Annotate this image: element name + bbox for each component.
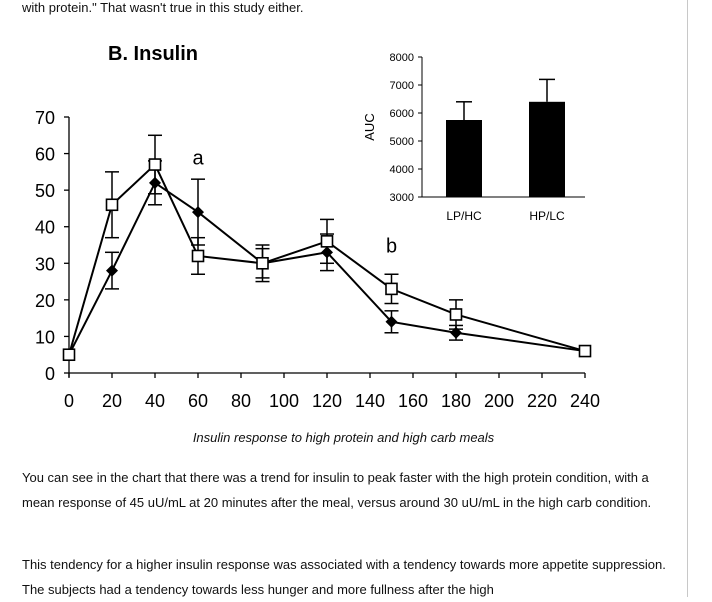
bar-lp-hc <box>446 120 482 197</box>
data-point-diamond <box>149 176 161 189</box>
x-tick-label: 240 <box>570 391 600 411</box>
data-point-diamond <box>106 264 118 277</box>
x-tick-label: 160 <box>398 391 428 411</box>
data-point-square <box>449 308 463 321</box>
y-tick-label: 50 <box>35 181 55 201</box>
y-tick-label: 70 <box>35 108 55 128</box>
data-point-diamond <box>321 246 333 259</box>
y-tick-label: 10 <box>35 327 55 347</box>
inset-category-label: HP/LC <box>529 209 565 223</box>
article-column: with protein." That wasn't true in this … <box>22 0 688 597</box>
annotation-a: a <box>192 148 204 170</box>
chart-title: B. Insulin <box>108 43 198 65</box>
annotation-b: b <box>386 235 397 257</box>
x-tick-label: 60 <box>188 391 208 411</box>
x-tick-label: 80 <box>231 391 251 411</box>
figure-caption: Insulin response to high protein and hig… <box>192 430 495 445</box>
inset-y-tick-label: 6000 <box>390 108 414 120</box>
y-tick-label: 40 <box>35 218 55 238</box>
intro-text: with protein." That wasn't true in this … <box>22 0 304 15</box>
data-point-square <box>191 249 205 263</box>
data-point-square <box>256 256 269 270</box>
data-point-diamond <box>192 206 204 219</box>
x-tick-label: 120 <box>312 391 342 411</box>
insulin-line-chart: B. Insulin 0 10 20 30 40 50 60 70 0 20 40 60 80 100 120… <box>35 43 600 411</box>
data-point-diamond <box>450 326 462 339</box>
y-tick-label: 20 <box>35 291 55 311</box>
data-point-square <box>320 235 334 248</box>
paragraph-appetite: This tendency for a higher insulin respo… <box>22 557 666 597</box>
inset-category-label: LP/HC <box>446 209 482 223</box>
auc-bar-chart: 3000 4000 5000 6000 7000 8000 AUC LP/HC HP/LC <box>362 52 585 223</box>
y-tick-label: 30 <box>35 254 55 274</box>
y-tick-label: 60 <box>35 145 55 165</box>
x-tick-label: 20 <box>102 391 122 411</box>
inset-y-tick-label: 5000 <box>390 136 414 148</box>
x-tick-label: 140 <box>355 391 385 411</box>
x-tick-label: 180 <box>441 391 471 411</box>
inset-y-tick-label: 3000 <box>390 192 414 204</box>
x-tick-label: 200 <box>484 391 514 411</box>
x-tick-label: 100 <box>269 391 299 411</box>
data-point-square <box>385 282 398 296</box>
data-point-square <box>105 198 119 212</box>
inset-y-tick-label: 8000 <box>390 52 414 64</box>
data-point-square <box>578 344 592 358</box>
data-point-square <box>148 158 162 171</box>
bar-hp-lc <box>529 101 565 197</box>
x-tick-label: 40 <box>145 391 165 411</box>
insulin-figure: B. Insulin 0 10 20 30 40 50 60 70 0 20 40 60 80 100 120… <box>35 43 600 411</box>
inset-y-tick-label: 7000 <box>390 80 414 92</box>
y-tick-label: 0 <box>45 364 55 384</box>
inset-y-axis-label: AUC <box>362 113 377 140</box>
data-point-square <box>62 348 76 362</box>
data-point-diamond <box>385 315 398 328</box>
inset-y-tick-label: 4000 <box>390 164 414 176</box>
paragraph-insulin-peak: You can see in the chart that there was … <box>22 470 652 510</box>
x-tick-label: 220 <box>527 391 557 411</box>
x-tick-label: 0 <box>64 391 74 411</box>
